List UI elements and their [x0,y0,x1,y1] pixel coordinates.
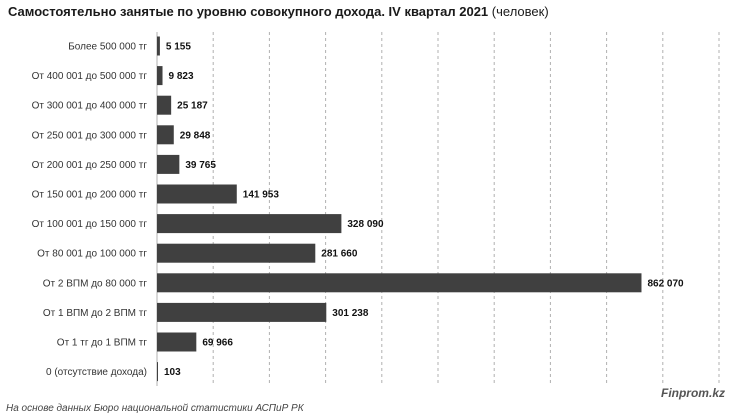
value-label: 141 953 [243,190,280,201]
value-label: 25 187 [177,101,208,112]
bar [157,332,197,352]
bar [157,362,158,382]
bar [157,154,180,174]
category-label: От 100 001 до 150 000 тг [32,219,148,230]
value-label: 328 090 [347,219,384,230]
bar [157,302,327,322]
category-label: 0 (отсутствие дохода) [46,367,147,378]
category-label: От 200 001 до 250 000 тг [32,160,148,171]
category-label: От 80 001 до 100 000 тг [37,249,147,260]
category-label: От 150 001 до 200 000 тг [32,190,148,201]
grid-layer [156,32,720,386]
category-label: Более 500 000 тг [68,42,147,53]
category-label: От 1 тг до 1 ВПМ тг [57,338,148,349]
bar [157,95,172,115]
bar [157,214,342,234]
value-label: 281 660 [321,249,358,260]
category-label: От 250 001 до 300 000 тг [32,130,148,141]
value-label: 9 823 [169,71,194,82]
bar [157,125,174,145]
category-label: От 300 001 до 400 000 тг [32,101,148,112]
category-label: От 400 001 до 500 000 тг [32,71,148,82]
bar [157,66,163,86]
value-label: 103 [164,367,181,378]
category-label: От 1 ВПМ до 2 ВПМ тг [43,308,148,319]
value-label: 862 070 [647,278,684,289]
bar [157,184,237,204]
value-label: 29 848 [180,130,211,141]
bar [157,243,316,263]
value-label: 69 966 [202,338,233,349]
value-label: 5 155 [166,42,191,53]
chart-title: Самостоятельно занятые по уровню совокуп… [8,4,549,19]
brand-watermark: Finprom.kz [660,386,725,400]
value-label: 39 765 [185,160,216,171]
bars-layer: Более 500 000 тг 5 155 От 400 001 до 500 0… [32,36,684,382]
value-label: 301 238 [332,308,369,319]
category-label: От 2 ВПМ до 80 000 тг [43,278,148,289]
bar [157,36,160,56]
chart-title-unit: (человек) [491,4,549,19]
bar [157,273,642,293]
chart-title-main: Самостоятельно занятые по уровню совокуп… [8,4,489,19]
source-note: На основе данных Бюро национальной стати… [6,403,304,414]
